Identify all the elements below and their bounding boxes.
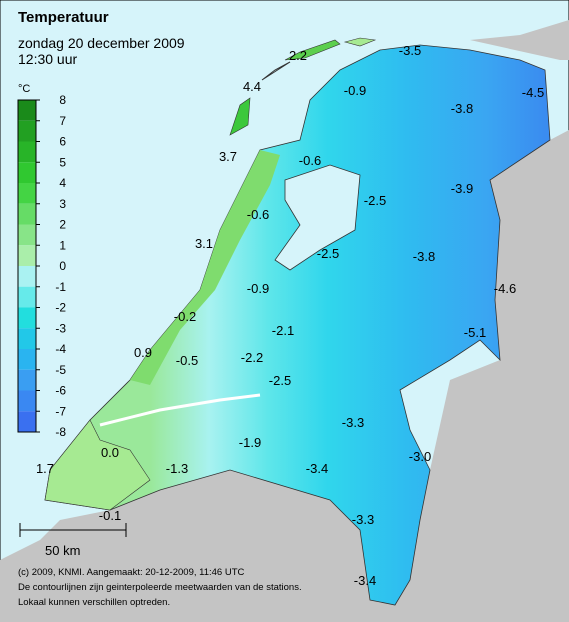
terschelling [284,39,341,61]
legend-tick-label: 4 [59,176,66,190]
legend-swatch [18,224,36,246]
legend-swatch [18,100,36,121]
legend-tick-label: 1 [59,238,66,252]
legend-swatch [18,266,36,287]
station-value: -1.3 [166,461,188,476]
station-value: -0.6 [299,153,321,168]
legend-swatch [18,183,36,204]
footer-line: Lokaal kunnen verschillen optreden. [18,597,170,608]
station-value: 1.7 [36,461,54,476]
legend-swatch [18,203,36,225]
station-value: -1.9 [239,435,261,450]
station-value: 3.7 [219,149,237,164]
legend-tick-label: -5 [55,363,66,377]
legend-tick-label: -2 [55,301,66,315]
legend-swatch [18,245,36,266]
legend-swatch [18,141,36,163]
legend-tick-label: -1 [55,280,66,294]
station-value: -3.0 [409,449,431,464]
legend-swatch [18,390,36,412]
station-value: -3.3 [342,415,364,430]
germany-coast [470,20,569,60]
river [99,393,261,427]
station-value: -3.5 [399,43,421,58]
station-value: 0.9 [134,345,152,360]
station-value: -0.9 [247,281,269,296]
station-value: -2.5 [269,373,291,388]
station-value: -0.9 [344,83,366,98]
station-value: -3.8 [451,101,473,116]
legend-swatch [18,120,36,142]
legend-tick-label: 8 [59,93,66,107]
zeeland [44,419,151,511]
station-value: -2.5 [364,193,386,208]
station-value: -2.1 [272,323,294,338]
legend-tick-label: -4 [55,342,66,356]
station-value: -2.5 [317,246,339,261]
station-value: 0.0 [101,445,119,460]
station-value: -3.8 [413,249,435,264]
legend-tick-label: 6 [59,135,66,149]
legend-tick-label: 2 [59,218,66,232]
time: 12:30 uur [18,51,77,67]
station-value: -4.6 [494,281,516,296]
legend-tick-label: -6 [55,384,66,398]
station-value: -3.4 [306,461,328,476]
station-value: 3.1 [195,236,213,251]
station-value: 2.2 [289,48,307,63]
ameland [343,37,377,47]
station-value: -3.4 [354,573,376,588]
scale-label: 50 km [45,543,80,558]
coastal-strip [130,150,280,385]
station-value: -0.5 [176,353,198,368]
legend-tick-label: 7 [59,114,66,128]
legend-tick-label: 5 [59,155,66,169]
legend-tick-label: -8 [55,425,66,439]
station-value: -3.9 [451,181,473,196]
legend-swatch [18,349,36,370]
station-value: -5.1 [464,325,486,340]
legend-swatch [18,307,36,329]
legend-tick-label: -7 [55,404,66,418]
station-value: -0.6 [247,207,269,222]
legend-swatch [18,411,36,432]
date: zondag 20 december 2009 [18,35,185,51]
station-value: -2.2 [241,350,263,365]
neighbour-land [0,130,569,622]
station-value: -0.2 [174,309,196,324]
legend-unit: °C [18,83,30,95]
station-value: -0.1 [99,508,121,523]
legend-swatch [18,162,36,183]
legend-tick-label: 0 [59,259,66,273]
ijsselmeer [274,164,361,271]
station-value: 4.4 [243,79,261,94]
vlieland [261,61,291,81]
legend-swatch [18,369,36,391]
title: Temperatuur [18,9,109,26]
station-value: -4.5 [522,85,544,100]
legend-tick-label: -3 [55,321,66,335]
legend-swatch [18,286,36,308]
texel [229,97,251,136]
footer-line: De contourlijnen zijn geinterpoleerde me… [18,582,302,593]
legend-swatch [18,328,36,349]
station-value: -3.3 [352,512,374,527]
legend-tick-label: 3 [59,197,66,211]
footer-line: (c) 2009, KNMI. Aangemaakt: 20-12-2009, … [18,567,244,578]
